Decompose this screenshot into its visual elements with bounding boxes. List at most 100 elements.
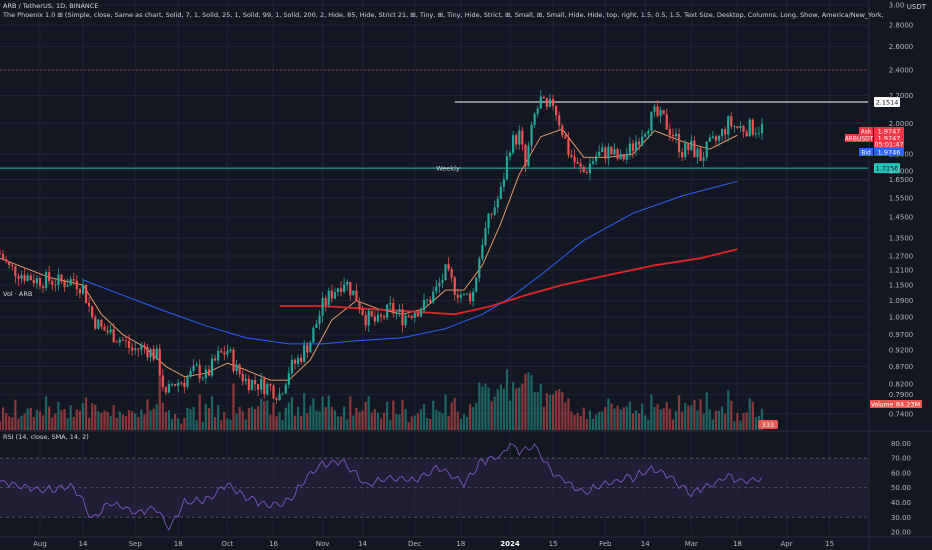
candle-body [539, 96, 542, 109]
volume-bar [699, 399, 702, 430]
candle-body [573, 156, 576, 163]
candle-body [616, 149, 619, 159]
volume-bar [456, 411, 459, 430]
horizontal-levels[interactable]: 2.1514 Weekly 1.7156 [0, 69, 900, 174]
candle-body [192, 365, 195, 371]
candle-body [677, 133, 681, 153]
candle-body [91, 306, 94, 318]
candle-body [256, 384, 260, 390]
volume-legend[interactable]: Vol · ARB [3, 290, 33, 298]
candle-body [115, 342, 118, 344]
volume-bar [416, 413, 419, 430]
candle-body [512, 135, 515, 153]
volume-bar [690, 405, 693, 430]
volume-bar [303, 393, 306, 430]
volume-bar [604, 407, 607, 430]
price-axis[interactable]: 3.00002.80002.60002.40002.20002.00001.80… [889, 1, 914, 418]
volume-bar [20, 415, 23, 430]
candle-body [220, 350, 223, 353]
candle-body [745, 131, 748, 137]
candle-body [213, 358, 217, 361]
candle-body [751, 119, 754, 135]
candle-body [564, 135, 567, 139]
rsi-tick-label: 70.00 [891, 455, 911, 463]
candle-body [315, 323, 318, 328]
volume-bar [708, 409, 711, 430]
candle-body [81, 284, 85, 294]
candle-body [195, 364, 198, 366]
candle-body [472, 291, 475, 302]
volume-bar [143, 414, 146, 430]
volume-bar [496, 389, 499, 430]
volume-bar [641, 403, 644, 430]
candle-body [610, 146, 613, 155]
volume-bar [527, 372, 530, 430]
volume-bar [570, 411, 573, 430]
volume-bar [88, 417, 91, 430]
volume-bar [100, 412, 103, 430]
candle-body [241, 373, 244, 382]
volume-bar [742, 413, 745, 430]
level-price-label: 2.1514 [876, 98, 899, 106]
candle-body [665, 114, 668, 130]
candle-body [66, 285, 69, 287]
volume-bar [665, 402, 668, 430]
volume-bar [450, 402, 453, 430]
candle-body [711, 136, 714, 138]
candle-body [699, 148, 702, 161]
volume-bar [613, 408, 616, 430]
volume-bar [256, 406, 260, 430]
volume-bar [78, 410, 81, 430]
volume-bar [515, 388, 518, 430]
candle-body [284, 384, 287, 394]
candle-body [551, 99, 555, 106]
volume-bar [702, 413, 705, 430]
candle-body [742, 126, 745, 132]
candle-body [296, 357, 300, 364]
volume-bar [229, 419, 232, 430]
candle-body [41, 286, 45, 288]
candle-body [567, 138, 570, 155]
candle-body [650, 111, 653, 132]
indicator-legend[interactable]: The Phoenix 1.0 ⊞ (Simple, close, Same a… [3, 11, 883, 19]
volume-bar [542, 406, 545, 430]
volume-bar [582, 407, 585, 430]
price-tick-label: 0.8700 [889, 363, 914, 371]
volume-bar [413, 415, 416, 430]
volume-tag-value: 84.23M [896, 400, 920, 408]
volume-bar [662, 408, 665, 430]
candle-body [413, 312, 416, 318]
candle-body [548, 99, 552, 107]
volume-bar [57, 401, 60, 430]
volume-bar [238, 407, 241, 430]
volume-bar [745, 412, 748, 430]
candle-body [508, 152, 512, 157]
candle-body [730, 116, 733, 127]
candle-body [88, 302, 91, 307]
price-tag-label-bg [859, 127, 873, 135]
volume-bar [435, 409, 438, 430]
volume-bar [44, 396, 48, 430]
time-axis[interactable]: Aug 14 Sep 18 Oct 16 Nov 14 Dec 18 2024 15 Feb 14 Mar 1… [33, 540, 834, 548]
price-tick-label: 0.7900 [889, 391, 914, 399]
candle-body [518, 130, 521, 145]
candle-body [684, 143, 687, 158]
volume-bar [644, 415, 647, 430]
candle-body [287, 373, 290, 385]
rsi-legend[interactable]: RSI (14, close, SMA, 14, 2) [3, 433, 89, 441]
candle-body [674, 133, 678, 137]
price-tag-value: 1.9747 [878, 134, 901, 142]
candle-body [653, 106, 656, 112]
volume-bar [653, 407, 656, 430]
volume-bar [650, 394, 653, 430]
price-tag-value: 1.9747 [878, 127, 901, 135]
currency-unit[interactable]: USDT [904, 2, 928, 12]
volume-bar [591, 418, 595, 430]
volume-bar [244, 419, 247, 430]
volume-bar [373, 409, 376, 430]
symbol-legend[interactable]: ARB / TetherUS, 1D, BINANCE [3, 2, 99, 10]
price-tick-label: 1.3500 [889, 235, 914, 243]
volume-bar [730, 400, 733, 430]
candle-body [164, 387, 168, 393]
